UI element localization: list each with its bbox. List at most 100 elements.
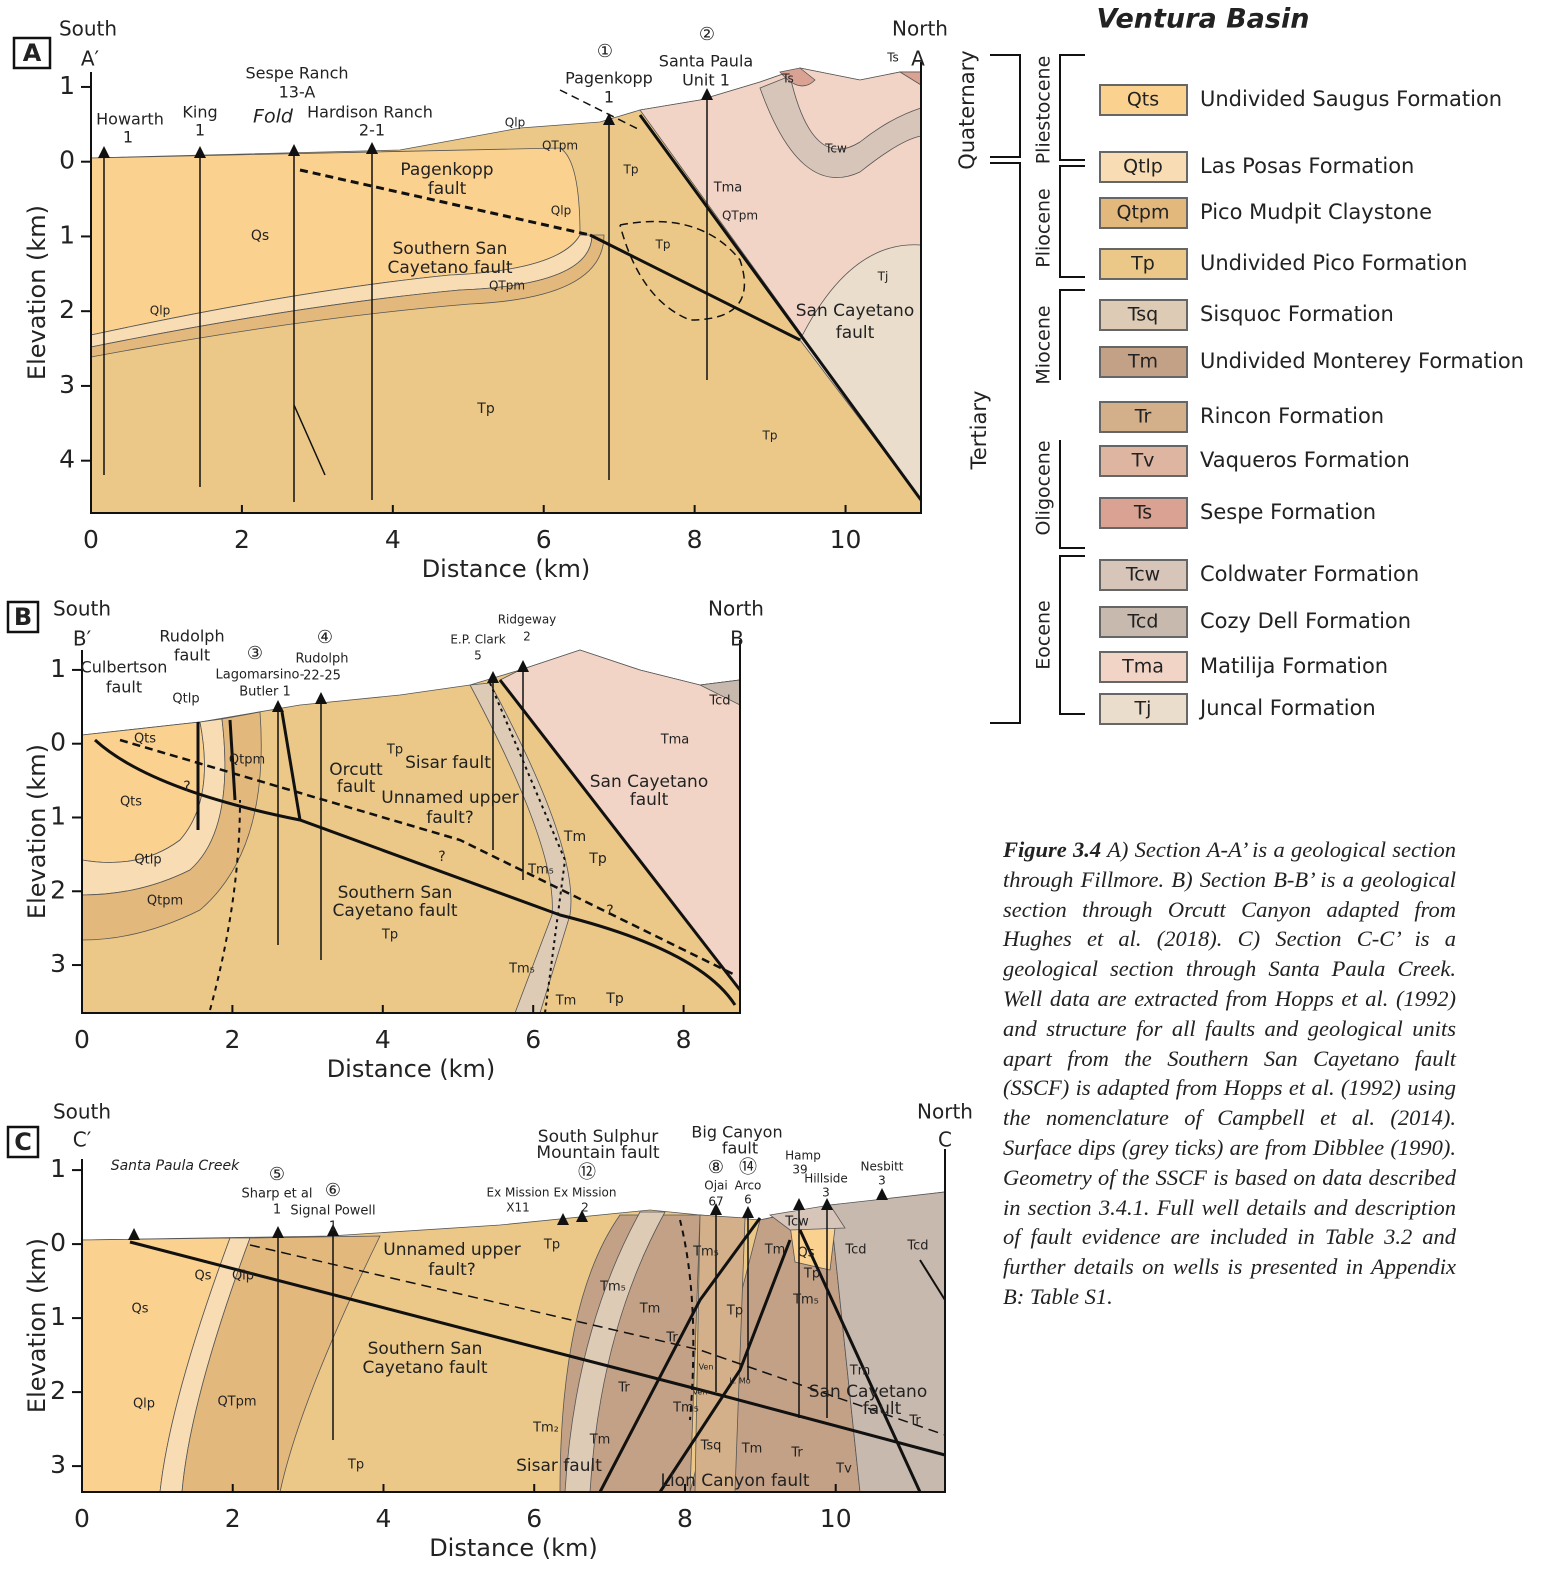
section-label: 2: [581, 1201, 589, 1215]
section-label: South Sulphur: [538, 1127, 658, 1147]
legend-swatch: [1099, 401, 1188, 433]
section-label: 1: [273, 1203, 281, 1218]
y-tick-label: 4: [59, 445, 75, 474]
legend-swatch: [1099, 197, 1188, 229]
x-tick-label: 4: [376, 1504, 392, 1533]
fault-line: [658, 1239, 792, 1493]
legend-swatch: [1099, 445, 1188, 477]
legend-bracket: [990, 54, 1021, 158]
well-marker: [557, 1213, 569, 1225]
well-marker: [272, 700, 284, 712]
fault-line: [293, 404, 326, 476]
section-label: ⑭: [739, 1157, 757, 1178]
section-label: QTpm: [489, 279, 525, 293]
y-tick-label: 3: [59, 370, 75, 399]
y-tick-label: 0: [50, 1228, 66, 1257]
section-label: 2-1: [359, 121, 385, 140]
x-tick-label: 2: [225, 1504, 241, 1533]
section-label: ?: [183, 779, 190, 795]
legend-code: Tcd: [1127, 611, 1159, 633]
well-marker: [98, 146, 110, 158]
section-label: Tp: [726, 1304, 743, 1319]
well-marker: [517, 660, 529, 672]
section-label: Qlp: [551, 204, 571, 218]
section-label: Cayetano fault: [332, 901, 457, 921]
cross-section: [90, 62, 923, 514]
section-label: ⑫: [578, 1162, 596, 1183]
section-label: Sisar fault: [516, 1456, 602, 1476]
section-label: Pagenkopp: [565, 69, 653, 88]
legend-code: Qtlp: [1123, 156, 1163, 178]
section-label: Tm: [741, 1442, 763, 1457]
section-end-label: South: [53, 1100, 111, 1124]
section-label: Ridgeway: [498, 613, 557, 627]
section-label: Tcw: [784, 1215, 809, 1230]
section-label: King: [182, 103, 217, 122]
section-label: fault: [428, 179, 467, 199]
section-label: Rudolph: [159, 627, 224, 646]
section-label: Qs: [251, 228, 269, 244]
panel-letter-box: [6, 600, 40, 634]
section-label: Tm₅: [692, 1245, 719, 1260]
section-label: Mountain fault: [536, 1143, 660, 1163]
section-end-label: South: [53, 597, 111, 621]
axis: [90, 62, 922, 514]
section-label: Santa Paula: [659, 52, 753, 71]
period-label: Quaternary: [955, 50, 979, 169]
section-label: Ojai: [704, 1179, 727, 1193]
section-label: Hardison Ranch: [307, 103, 433, 122]
section-label: Tsq: [700, 1439, 722, 1454]
section-label: Tp: [476, 401, 495, 417]
fault-line: [498, 679, 742, 991]
legend-code: Qtpm: [1117, 202, 1170, 224]
section-label: Qs: [131, 1302, 148, 1317]
section-label: Qtpm: [147, 894, 183, 909]
period-label: Tertiary: [967, 391, 991, 471]
legend-swatch: [1099, 248, 1188, 280]
section-label: Tma: [660, 733, 690, 748]
section-label: Tm: [563, 829, 586, 845]
section-label: 3: [878, 1174, 886, 1188]
epoch-label: Eocene: [1033, 600, 1055, 670]
x-axis-title: Distance (km): [327, 1055, 496, 1083]
section-label: Tr: [617, 1381, 630, 1396]
y-tick-label: 1: [50, 654, 66, 683]
section-label: ⑤: [269, 1164, 285, 1185]
axis: [81, 1149, 946, 1493]
section-label: Southern San: [368, 1339, 483, 1359]
section-label: ②: [699, 24, 715, 45]
section-label: fault: [836, 323, 875, 343]
x-tick-label: 10: [830, 525, 862, 554]
section-label: Tm: [639, 1302, 661, 1317]
panel-letter-box: [6, 1125, 40, 1159]
section-label: Southern San: [393, 239, 508, 259]
section-label: QTpm: [542, 139, 578, 153]
well-marker: [821, 1198, 833, 1210]
section-label: Tp: [543, 1238, 560, 1253]
well-marker: [742, 1206, 754, 1218]
section-label: Arco: [735, 1179, 762, 1193]
legend-swatch: [1099, 151, 1188, 183]
x-tick-label: 8: [676, 1025, 692, 1054]
section-label: fault: [863, 1399, 902, 1419]
caption-lead: Figure 3.4: [1003, 837, 1102, 862]
legend-code: Tp: [1130, 253, 1155, 275]
legend-swatch: [1099, 84, 1188, 116]
fault-line: [619, 220, 746, 321]
section-end-label: B′: [73, 627, 92, 651]
well-marker: [603, 113, 615, 125]
section-label: ③: [247, 643, 263, 664]
section-label: fault: [630, 790, 669, 810]
y-tick-label: 2: [59, 295, 75, 324]
fault-line: [129, 1240, 946, 1457]
section-label: 5: [474, 649, 482, 663]
section-label: ⑧: [708, 1157, 724, 1178]
section-label: Unnamed upper: [383, 1240, 520, 1260]
section-label: ?: [438, 849, 445, 865]
section-end-label: C: [938, 1128, 952, 1152]
section-label: Qlp: [150, 304, 170, 318]
x-tick-label: 6: [526, 1504, 542, 1533]
section-label: Tm₅: [527, 863, 554, 878]
